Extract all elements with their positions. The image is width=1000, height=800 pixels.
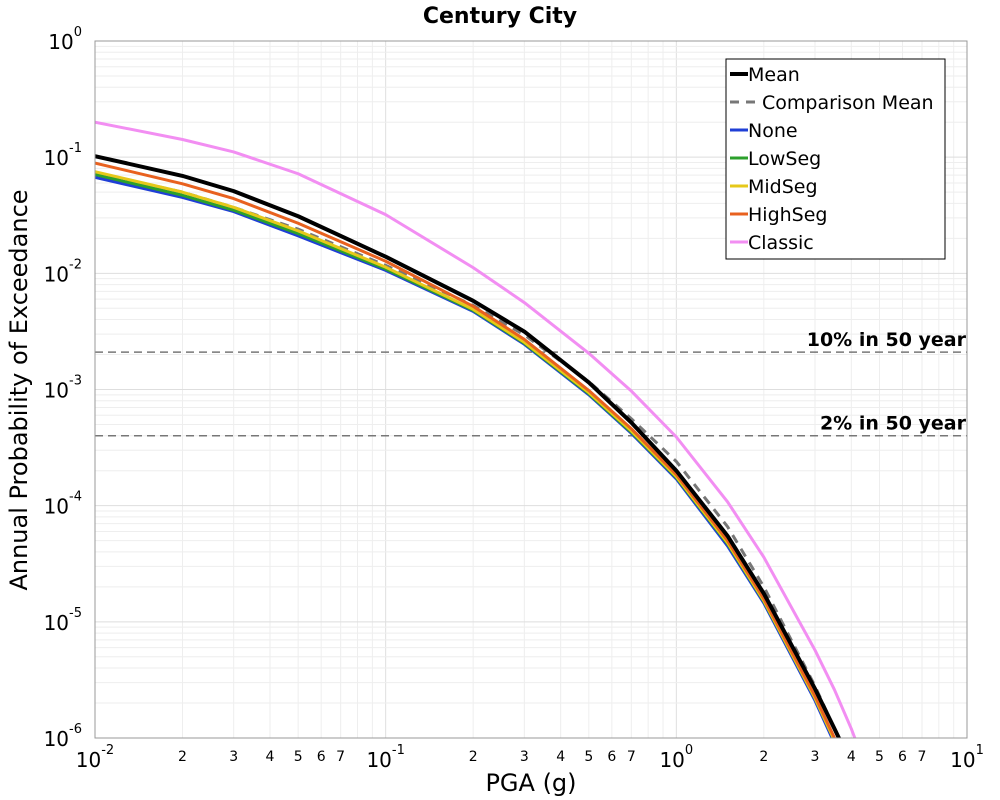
grid [94, 41, 967, 739]
y-tick-labels: 100 10-1 10-2 10-3 10-4 10-5 10-6 [44, 25, 82, 751]
y-tick-label: 10-1 [44, 141, 82, 170]
x-minor-tick-label: 7 [918, 749, 927, 765]
x-minor-tick-label: 3 [520, 749, 529, 765]
legend-box [725, 58, 946, 260]
x-minor-tick-label: 5 [875, 749, 884, 765]
x-minor-tick-label: 3 [229, 749, 238, 765]
x-tick-label: 101 [950, 743, 984, 772]
x-minor-tick-label: 2 [469, 749, 478, 765]
x-minor-tick-label: 5 [584, 749, 593, 765]
y-tick-label: 10-4 [44, 490, 82, 519]
legend-label: Mean [748, 64, 800, 86]
x-minor-tick-label: 6 [317, 749, 326, 765]
legend-label: None [748, 120, 798, 142]
x-minor-tick-label: 4 [266, 749, 275, 765]
x-minor-tick-label: 4 [556, 749, 565, 765]
x-minor-tick-label: 3 [811, 749, 820, 765]
reference-line-label: 2% in 50 year [820, 413, 967, 435]
x-minor-tick-label: 6 [898, 749, 907, 765]
x-minor-tick-label: 6 [607, 749, 616, 765]
legend-label: LowSeg [748, 148, 821, 170]
x-tick-label: 100 [659, 743, 693, 772]
y-tick-label: 10-2 [44, 257, 82, 286]
x-minor-tick-label: 7 [336, 749, 345, 765]
series-line-classic [95, 120, 857, 738]
x-minor-tick-label: 7 [627, 749, 636, 765]
y-tick-label: 10-3 [44, 374, 82, 403]
legend-label: Classic [748, 232, 814, 254]
series-line-mean [95, 154, 842, 738]
x-minor-tick-label: 2 [178, 749, 187, 765]
series-line-highseg [95, 161, 837, 738]
y-tick-label: 10-6 [44, 722, 82, 751]
legend-label: Comparison Mean [762, 92, 934, 114]
reference-line-label: 10% in 50 year [807, 329, 967, 351]
y-tick-label: 100 [48, 25, 82, 54]
plot-frame [94, 40, 968, 739]
legend: Mean Comparison Mean None LowSeg MidSeg HighS… [725, 58, 946, 260]
reference-lines: 10% in 50 year 2% in 50 year [95, 329, 967, 437]
x-minor-tick-label: 4 [847, 749, 856, 765]
x-axis-label: PGA (g) [485, 769, 576, 797]
x-tick-label: 10-1 [366, 743, 404, 772]
x-tick-label: 10-2 [76, 743, 114, 772]
plot-area [95, 120, 857, 738]
chart-title: Century City [423, 4, 577, 29]
legend-label: HighSeg [748, 204, 827, 226]
y-axis-label: Annual Probability of Exceedance [5, 189, 33, 590]
y-tick-label: 10-5 [44, 606, 82, 635]
x-minor-tick-label: 2 [759, 749, 768, 765]
legend-label: MidSeg [748, 176, 818, 198]
x-minor-tick-label: 5 [294, 749, 303, 765]
